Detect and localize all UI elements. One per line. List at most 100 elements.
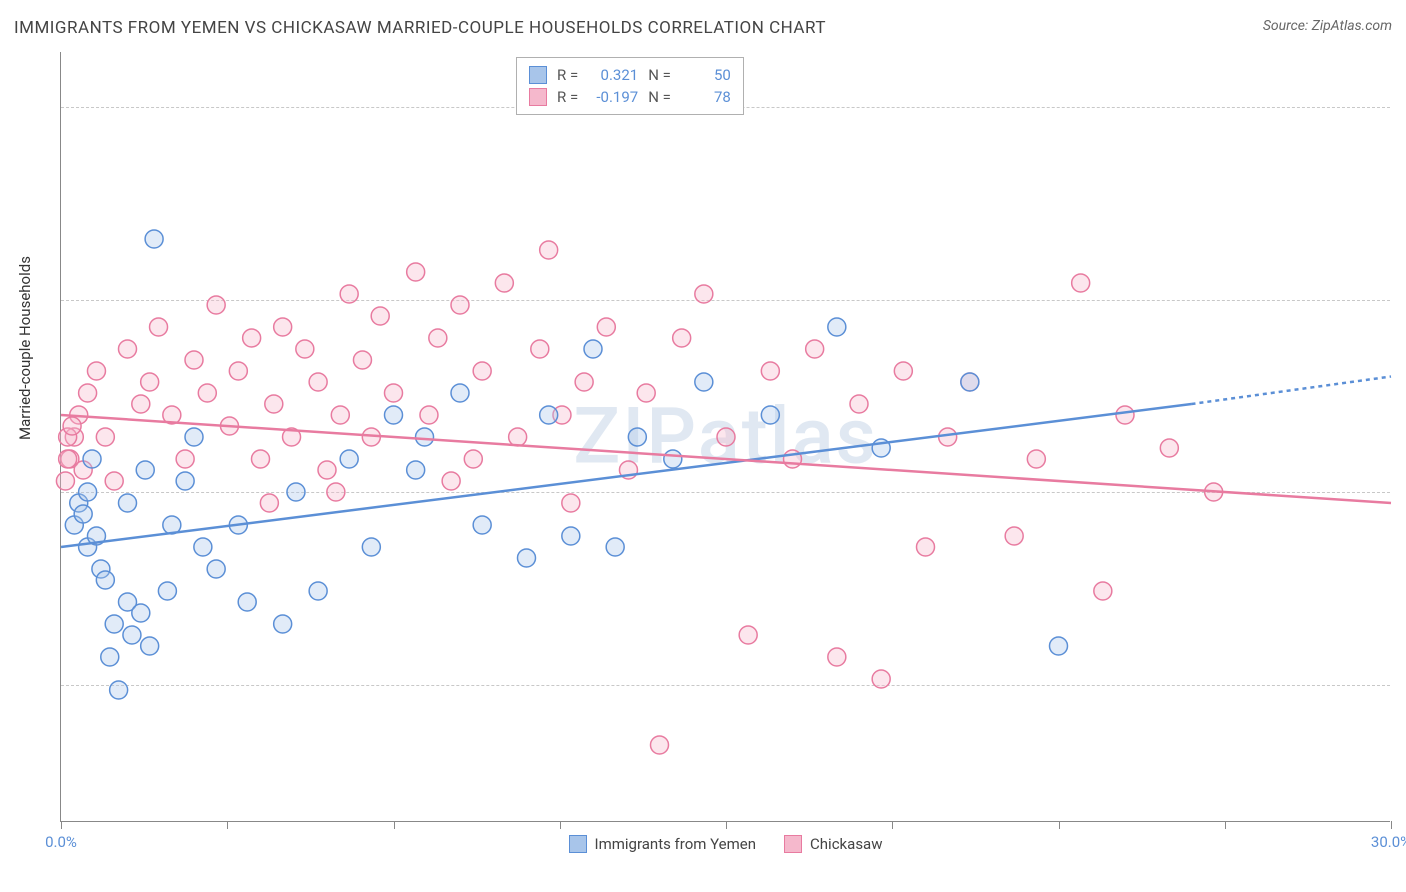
- data-point: [473, 362, 491, 380]
- y-tick-label: 62.5%: [1396, 291, 1406, 309]
- x-tick: [726, 821, 727, 829]
- stat-r-label: R =: [557, 88, 578, 106]
- legend-bottom: Immigrants from Yemen Chickasaw: [569, 835, 883, 853]
- data-point: [1160, 439, 1178, 457]
- data-point: [260, 494, 278, 512]
- data-point: [229, 362, 247, 380]
- data-point: [185, 428, 203, 446]
- y-tick-label: 45.0%: [1396, 483, 1406, 501]
- data-point: [562, 527, 580, 545]
- data-point: [96, 571, 114, 589]
- data-point: [119, 340, 137, 358]
- data-point: [695, 285, 713, 303]
- data-point: [961, 373, 979, 391]
- y-axis-label: Married-couple Households: [16, 256, 34, 440]
- data-point: [185, 351, 203, 369]
- stat-r-value: 0.321: [588, 66, 638, 84]
- data-point: [141, 373, 159, 391]
- data-point: [806, 340, 824, 358]
- data-point: [136, 461, 154, 479]
- data-point: [407, 263, 425, 281]
- data-point: [1027, 450, 1045, 468]
- data-point: [150, 318, 168, 336]
- data-point: [518, 549, 536, 567]
- data-point: [158, 582, 176, 600]
- data-point: [917, 538, 935, 556]
- data-point: [309, 373, 327, 391]
- data-point: [274, 615, 292, 633]
- chart-title: IMMIGRANTS FROM YEMEN VS CHICKASAW MARRI…: [14, 18, 826, 38]
- data-point: [96, 428, 114, 446]
- chart-svg: [61, 52, 1390, 821]
- data-point: [531, 340, 549, 358]
- x-tick: [1059, 821, 1060, 829]
- data-point: [850, 395, 868, 413]
- data-point: [828, 648, 846, 666]
- data-point: [353, 351, 371, 369]
- data-point: [79, 483, 97, 501]
- data-point: [287, 483, 305, 501]
- plot-area: ZIPatlas R = 0.321 N = 50 R = -0.197 N =…: [60, 52, 1390, 822]
- data-point: [385, 384, 403, 402]
- data-point: [761, 406, 779, 424]
- data-point: [575, 373, 593, 391]
- data-point: [318, 461, 336, 479]
- data-point: [79, 384, 97, 402]
- swatch-icon: [529, 66, 547, 84]
- data-point: [939, 428, 957, 446]
- data-point: [105, 615, 123, 633]
- legend-label: Chickasaw: [810, 835, 882, 853]
- data-point: [132, 604, 150, 622]
- y-tick-label: 27.5%: [1396, 676, 1406, 694]
- data-point: [110, 681, 128, 699]
- swatch-icon: [784, 835, 802, 853]
- swatch-icon: [569, 835, 587, 853]
- stat-n-label: N =: [648, 88, 671, 106]
- data-point: [207, 560, 225, 578]
- data-point: [141, 637, 159, 655]
- x-tick: [1391, 821, 1392, 829]
- data-point: [59, 450, 77, 468]
- data-point: [309, 582, 327, 600]
- data-point: [145, 230, 163, 248]
- legend-label: Immigrants from Yemen: [595, 835, 757, 853]
- data-point: [74, 505, 92, 523]
- stat-n-value: 78: [681, 88, 731, 106]
- data-point: [509, 428, 527, 446]
- data-point: [562, 494, 580, 512]
- data-point: [340, 285, 358, 303]
- data-point: [828, 318, 846, 336]
- data-point: [429, 329, 447, 347]
- data-point: [664, 450, 682, 468]
- data-point: [894, 362, 912, 380]
- data-point: [176, 450, 194, 468]
- stat-r-value: -0.197: [588, 88, 638, 106]
- data-point: [274, 318, 292, 336]
- x-tick: [394, 821, 395, 829]
- data-point: [540, 406, 558, 424]
- x-tick-label: 30.0%: [1371, 833, 1406, 851]
- data-point: [119, 494, 137, 512]
- legend-item-series2: Chickasaw: [784, 835, 882, 853]
- y-tick-label: 80.0%: [1396, 98, 1406, 116]
- data-point: [872, 670, 890, 688]
- data-point: [296, 340, 314, 358]
- data-point: [83, 450, 101, 468]
- data-point: [362, 538, 380, 556]
- data-point: [416, 428, 434, 446]
- trend-line-extension: [1192, 377, 1392, 405]
- x-tick-label: 0.0%: [45, 833, 77, 851]
- data-point: [739, 626, 757, 644]
- data-point: [243, 329, 261, 347]
- data-point: [63, 417, 81, 435]
- x-tick: [560, 821, 561, 829]
- data-point: [717, 428, 735, 446]
- data-point: [761, 362, 779, 380]
- data-point: [407, 461, 425, 479]
- data-point: [238, 593, 256, 611]
- data-point: [637, 384, 655, 402]
- x-tick: [892, 821, 893, 829]
- data-point: [584, 340, 602, 358]
- data-point: [207, 296, 225, 314]
- data-point: [56, 472, 74, 490]
